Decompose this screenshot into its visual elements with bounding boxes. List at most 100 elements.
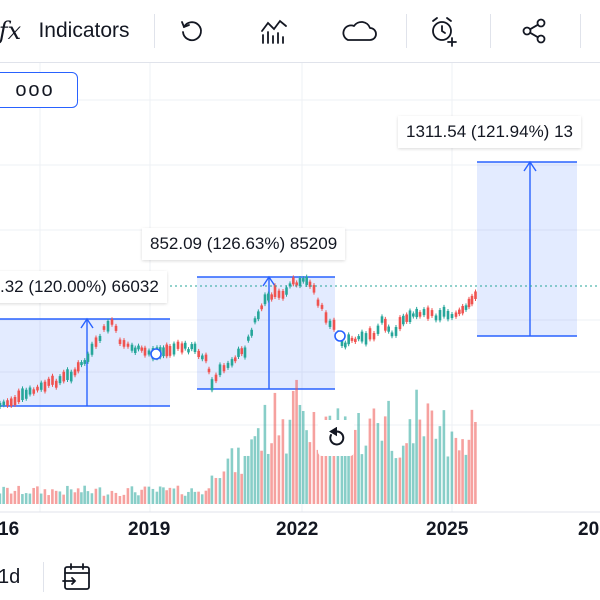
volume-bar	[86, 491, 90, 504]
chart-area[interactable]: 16 2019 2022 2025 20	[0, 63, 600, 550]
volume-bar	[62, 494, 65, 504]
volume-bar	[230, 448, 234, 504]
candle	[9, 398, 13, 406]
candle	[230, 359, 234, 366]
volume-bar	[83, 485, 86, 504]
volume-bar	[291, 390, 295, 504]
volume-bar	[73, 492, 77, 504]
volume-bar	[200, 494, 204, 504]
candle	[250, 329, 253, 336]
candle	[126, 343, 130, 347]
candle	[86, 353, 90, 362]
candle	[247, 336, 250, 341]
chart-type-icon[interactable]	[254, 0, 294, 62]
cloud-icon[interactable]	[336, 0, 380, 62]
volume-bar	[90, 493, 94, 504]
formula-icon[interactable]: fx	[0, 0, 30, 62]
measure-anchor	[334, 330, 346, 342]
candle	[66, 369, 69, 380]
candle	[354, 338, 357, 342]
share-icon[interactable]	[514, 0, 554, 62]
candle	[344, 342, 347, 348]
alert-add-icon[interactable]	[424, 0, 464, 62]
volume-bar	[17, 485, 20, 504]
candle	[58, 376, 62, 384]
candle	[32, 389, 36, 394]
volume-bar	[243, 455, 247, 504]
candle	[187, 349, 190, 353]
candle	[302, 278, 305, 282]
candle	[62, 371, 66, 382]
volume-bar	[357, 413, 360, 504]
indicators-button[interactable]: Indicators	[32, 0, 136, 62]
volume-bar	[364, 445, 368, 504]
volume-bar	[273, 392, 277, 504]
volume-bar	[98, 487, 102, 504]
candle	[54, 380, 58, 388]
candle	[350, 337, 354, 341]
volume-bar	[438, 426, 442, 504]
volume-bar	[222, 471, 226, 504]
date-range-icon[interactable]	[62, 562, 94, 597]
candle	[328, 320, 332, 327]
more-options-button[interactable]: ooo	[0, 72, 78, 108]
candle	[28, 387, 32, 395]
volume-bar	[106, 494, 110, 504]
volume-bar	[102, 495, 106, 504]
volume-bar	[246, 455, 250, 504]
candle	[332, 319, 336, 330]
replay-icon[interactable]	[172, 0, 212, 62]
candle	[320, 304, 324, 309]
volume-bar	[39, 493, 43, 504]
volume-bar	[467, 439, 471, 504]
candle	[360, 331, 364, 342]
candle	[368, 328, 372, 340]
volume-bar	[151, 488, 155, 504]
x-axis-tick-label: 2019	[128, 519, 170, 540]
candle	[376, 325, 380, 334]
price-chart[interactable]: 16 2019 2022 2025 20	[0, 63, 600, 550]
candle	[387, 326, 390, 332]
candle	[316, 299, 320, 306]
volume-bar	[353, 429, 357, 504]
volume-bar	[464, 454, 468, 504]
candle	[240, 348, 244, 355]
reset-chart-button[interactable]	[318, 420, 354, 456]
volume-bar	[76, 488, 80, 504]
candle	[308, 281, 312, 287]
formula-icon-glyph: fx	[0, 17, 22, 45]
candle	[450, 314, 454, 319]
candle	[73, 369, 77, 376]
candle	[2, 401, 6, 406]
candle	[13, 397, 17, 406]
volume-bar	[320, 436, 324, 504]
volume-bar	[260, 450, 263, 504]
volume-bar	[47, 495, 50, 504]
candle	[298, 278, 302, 287]
candle	[201, 355, 204, 360]
candle	[394, 327, 398, 336]
volume-bar	[376, 423, 380, 504]
volume-bar	[80, 492, 83, 504]
volume-bar	[270, 443, 273, 504]
volume-bar	[183, 495, 187, 504]
interval-button[interactable]: 1d	[0, 566, 21, 588]
candle	[260, 305, 263, 310]
candle	[402, 315, 405, 325]
candle	[76, 362, 80, 372]
volume-bar	[133, 492, 137, 504]
top-toolbar: fx Indicators	[0, 0, 600, 63]
volume-bar	[126, 488, 130, 504]
candle	[281, 291, 285, 299]
candle	[257, 311, 260, 320]
candle	[324, 312, 328, 323]
candle	[94, 337, 98, 347]
reset-icon	[329, 427, 345, 446]
candle	[51, 375, 54, 385]
candle	[133, 347, 137, 354]
candle	[253, 318, 257, 323]
volume-bar	[324, 416, 328, 504]
volume-bar	[122, 494, 126, 504]
toolbar-divider	[154, 14, 155, 48]
candle	[110, 319, 114, 325]
